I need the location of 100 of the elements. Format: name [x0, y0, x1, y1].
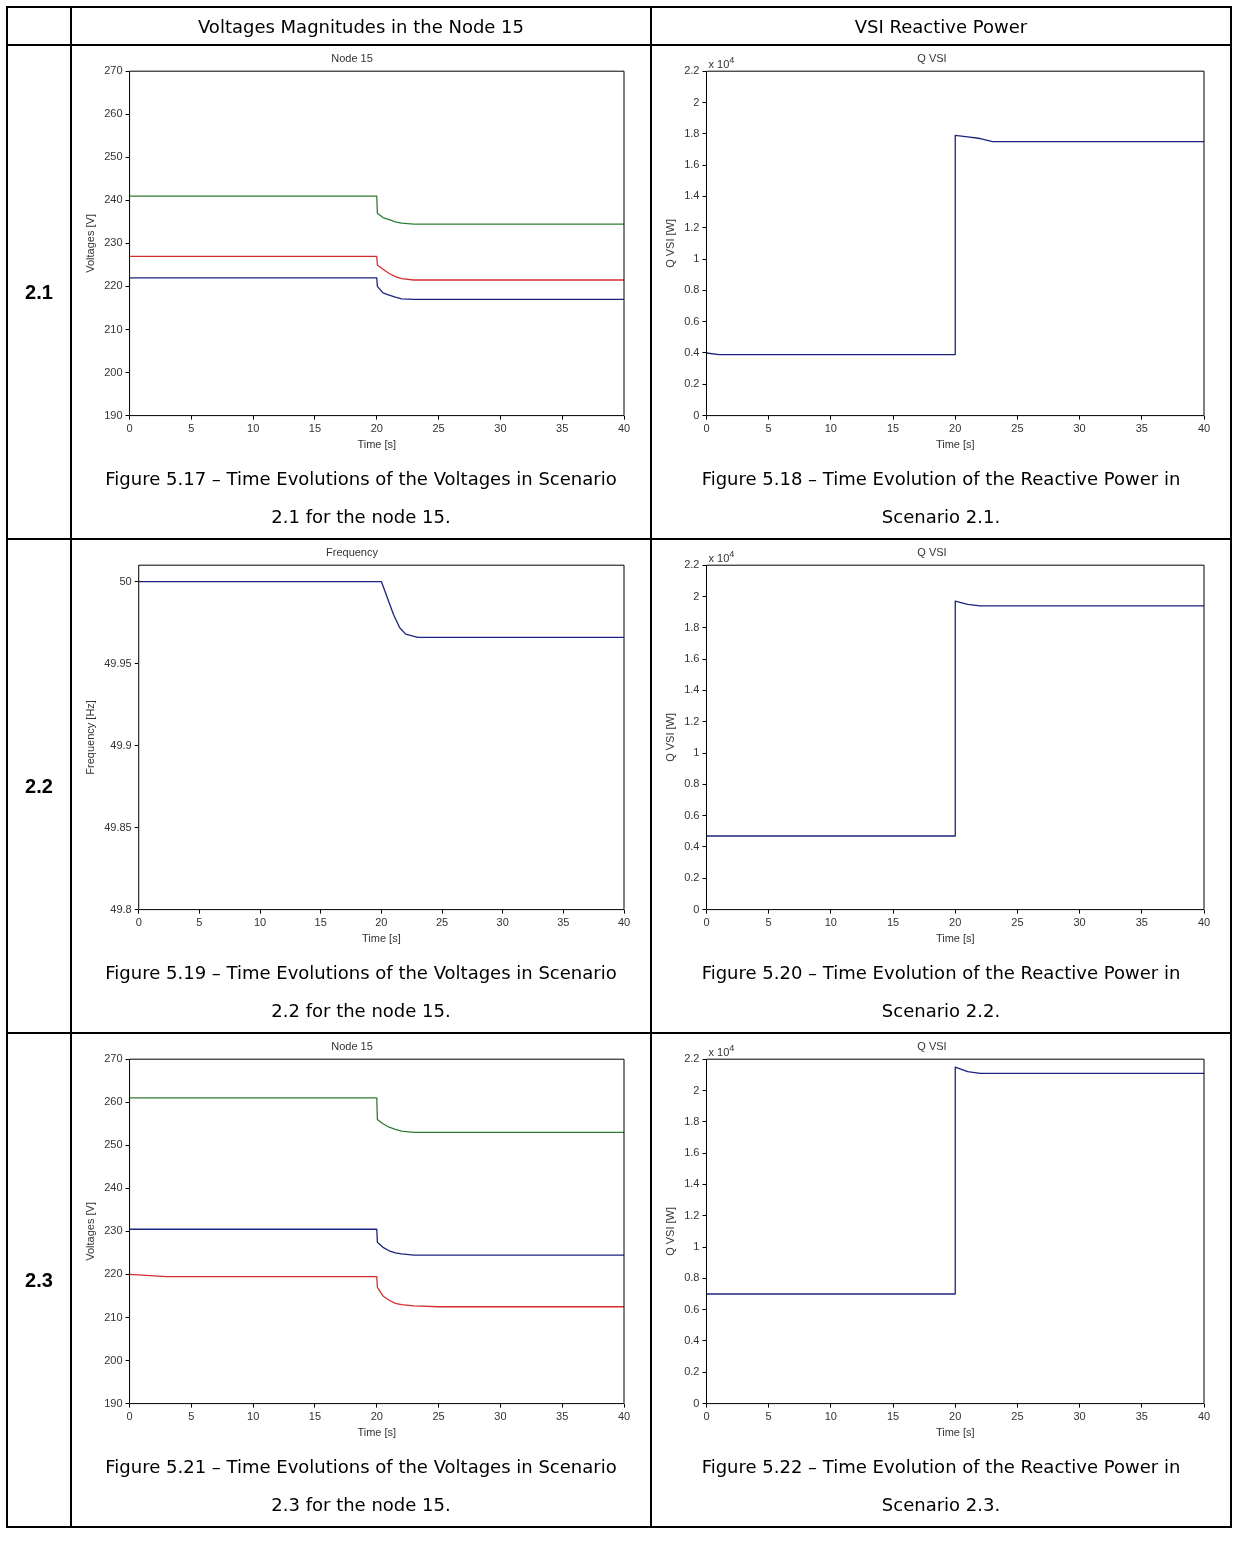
- x-tick-label: 35: [1135, 1410, 1148, 1423]
- y-tick-label: 1.6: [684, 652, 700, 665]
- y-tick-label: 230: [104, 1224, 123, 1237]
- y-tick-label: 260: [104, 1095, 123, 1108]
- x-tick-label: 20: [949, 422, 962, 435]
- text: 2.3: [7, 1033, 71, 1527]
- x-axis-title: Time [s]: [935, 932, 975, 945]
- x-tick-label: 0: [703, 916, 710, 929]
- y-axis-title: Voltages [V]: [83, 214, 96, 273]
- y-tick-label: 1.8: [684, 126, 700, 139]
- text: x 10$^{4}$: [708, 1043, 735, 1058]
- x-tick-label: 5: [188, 422, 195, 435]
- chart-title: Q VSI: [917, 51, 947, 64]
- text: 2.1: [7, 45, 71, 539]
- x-tick-label: 40: [1197, 422, 1211, 435]
- x-tick-label: 0: [703, 1410, 710, 1423]
- x-tick-label: 0: [135, 916, 142, 929]
- x-tick-label: 5: [196, 916, 203, 929]
- y-tick-label: 220: [104, 1267, 123, 1280]
- y-axis-title: Q VSI [W]: [663, 218, 676, 268]
- x-tick-label: 25: [432, 1410, 445, 1423]
- y-tick-label: 260: [104, 107, 123, 120]
- x-tick-label: 25: [432, 422, 445, 435]
- y-tick-label: 200: [104, 1353, 123, 1366]
- x-tick-label: 40: [617, 422, 631, 435]
- y-tick-label: 1.2: [684, 714, 700, 727]
- x-tick-label: 30: [1073, 422, 1086, 435]
- y-tick-label: 1.8: [684, 1114, 700, 1127]
- x-tick-label: 20: [375, 916, 388, 929]
- y-tick-label: 210: [104, 1310, 123, 1323]
- x-tick-label: 30: [1073, 916, 1086, 929]
- x-tick-label: 15: [308, 1410, 322, 1423]
- caption: Figure 5.18 – Time Evolution of the Reactive Power in Scenario 2.1.: [700, 467, 1182, 529]
- x-tick-label: 30: [494, 422, 507, 435]
- y-tick-label: 0: [693, 408, 700, 421]
- caption: Figure 5.17 – Time Evolutions of the Voltages in Scenario 2.1 for the node 15.: [104, 467, 618, 529]
- y-tick-label: 0.8: [684, 777, 700, 790]
- x-tick-label: 5: [188, 1410, 195, 1423]
- y-tick-label: 240: [104, 193, 123, 206]
- y-axis-title: Q VSI [W]: [663, 1206, 676, 1256]
- y-tick-label: 240: [104, 1181, 123, 1194]
- x-tick-label: 25: [1011, 1410, 1024, 1423]
- y-tick-label: 190: [104, 408, 123, 421]
- y-tick-label: 0.6: [684, 1302, 700, 1315]
- y-tick-label: 0.4: [684, 1334, 700, 1347]
- x-tick-label: 40: [617, 1410, 631, 1423]
- caption: Figure 5.20 – Time Evolution of the Reactive Power in Scenario 2.2.: [700, 961, 1182, 1023]
- x-tick-label: 35: [557, 916, 570, 929]
- y-tick-label: 49.8: [110, 902, 132, 915]
- y-tick-label: 0.8: [684, 1271, 700, 1284]
- x-tick-label: 35: [1135, 422, 1148, 435]
- y-tick-label: 210: [104, 322, 123, 335]
- x-tick-label: 40: [617, 916, 631, 929]
- text: x 10$^{4}$: [708, 55, 735, 70]
- x-tick-label: 5: [765, 1410, 772, 1423]
- y-tick-label: 49.85: [104, 820, 132, 833]
- x-tick-label: 30: [494, 1410, 507, 1423]
- x-tick-label: 25: [435, 916, 449, 929]
- x-tick-label: 40: [1197, 916, 1211, 929]
- x-tick-label: 30: [1073, 1410, 1086, 1423]
- y-tick-label: 49.95: [104, 656, 132, 669]
- y-axis-title: Q VSI [W]: [663, 712, 676, 762]
- x-tick-label: 10: [247, 422, 260, 435]
- x-tick-label: 35: [556, 422, 569, 435]
- caption: Figure 5.22 – Time Evolution of the Reactive Power in Scenario 2.3.: [700, 1455, 1182, 1517]
- x-tick-label: 5: [765, 916, 772, 929]
- y-tick-label: 1.8: [684, 620, 700, 633]
- y-tick-label: 0.2: [684, 1365, 700, 1378]
- y-tick-label: 250: [104, 1138, 123, 1151]
- y-tick-label: 1: [693, 252, 700, 265]
- x-tick-label: 10: [247, 1410, 260, 1423]
- x-tick-label: 15: [314, 916, 327, 929]
- x-tick-label: 5: [765, 422, 772, 435]
- y-tick-label: 250: [104, 150, 123, 163]
- y-tick-label: 1.4: [684, 189, 700, 202]
- y-axis-title: Voltages [V]: [83, 1202, 96, 1261]
- y-tick-label: 270: [104, 1052, 123, 1065]
- y-tick-label: 2: [693, 95, 700, 108]
- x-tick-label: 10: [824, 916, 837, 929]
- y-tick-label: 1: [693, 1240, 700, 1253]
- x-axis-title: Time [s]: [357, 1426, 397, 1439]
- x-tick-label: 0: [703, 422, 710, 435]
- x-tick-label: 15: [886, 916, 900, 929]
- x-tick-label: 15: [886, 1410, 900, 1423]
- x-tick-label: 35: [556, 1410, 569, 1423]
- x-tick-label: 20: [949, 916, 962, 929]
- y-tick-label: 0: [693, 1396, 700, 1409]
- x-tick-label: 10: [824, 1410, 837, 1423]
- y-axis-title: Frequency [Hz]: [83, 700, 96, 775]
- text: VSI Reactive Power: [651, 7, 1231, 45]
- y-tick-label: 2: [693, 589, 700, 602]
- x-tick-label: 40: [1197, 1410, 1211, 1423]
- caption: Figure 5.19 – Time Evolutions of the Voltages in Scenario 2.2 for the node 15.: [104, 961, 618, 1023]
- y-tick-label: 2: [693, 1083, 700, 1096]
- x-axis-title: Time [s]: [357, 438, 397, 451]
- x-tick-label: 20: [370, 422, 383, 435]
- y-tick-label: 0.6: [684, 808, 700, 821]
- y-tick-label: 1.6: [684, 1146, 700, 1159]
- x-tick-label: 25: [1011, 422, 1024, 435]
- y-tick-label: 49.9: [110, 738, 132, 751]
